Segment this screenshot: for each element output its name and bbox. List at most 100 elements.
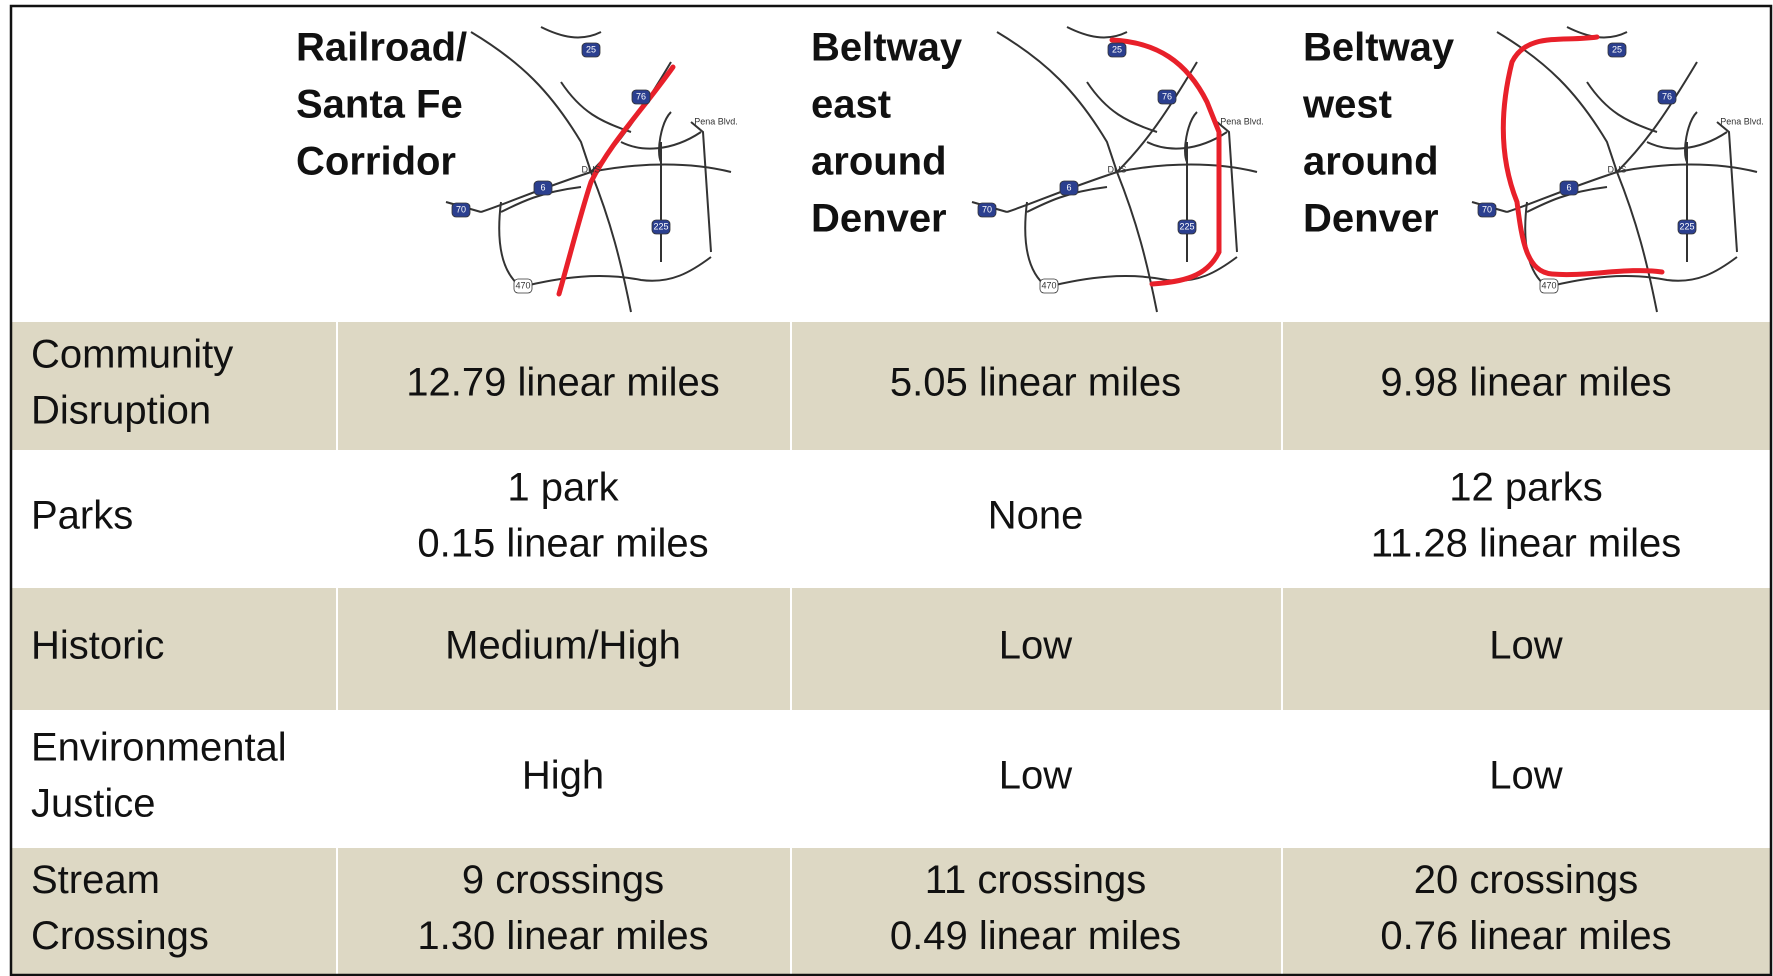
column-title: east <box>811 83 891 127</box>
column-title: west <box>1302 83 1392 127</box>
cell-text: 5.05 linear miles <box>890 361 1181 405</box>
road <box>540 26 602 39</box>
row-label: Stream <box>31 858 160 902</box>
cell-text: 11 crossings <box>925 858 1147 902</box>
road <box>498 201 522 288</box>
road <box>620 131 702 150</box>
map-label: 76 <box>1162 91 1172 101</box>
road <box>1526 186 1608 213</box>
map-label: 76 <box>636 91 646 101</box>
cell-background <box>1283 712 1771 846</box>
map-label: 225 <box>1679 221 1694 231</box>
cell-text: 12 parks <box>1449 466 1602 510</box>
cell-text: 1.30 linear miles <box>417 914 708 958</box>
map-label: 25 <box>1112 44 1122 54</box>
highway-shield <box>1477 202 1497 218</box>
column-title: Beltway <box>1303 26 1455 70</box>
cell-text: Medium/High <box>445 624 681 668</box>
road <box>1546 256 1738 288</box>
highway-shield <box>631 89 651 105</box>
road <box>1506 163 1758 213</box>
cell-background <box>792 848 1281 975</box>
road <box>996 31 1118 173</box>
route-map: 25 76 Pena Blvd. DUS 70 6 225 470 <box>1471 26 1764 313</box>
cell-background <box>338 848 790 975</box>
highway-shield <box>451 202 471 218</box>
road <box>1116 61 1198 173</box>
cell-background <box>11 712 336 846</box>
cell-background <box>11 322 336 450</box>
column-title: around <box>1303 140 1439 184</box>
cell-background <box>1283 588 1771 710</box>
proposed-route <box>1109 37 1222 287</box>
row-label: Historic <box>31 624 164 668</box>
highway-shield <box>1677 219 1697 235</box>
road <box>1684 111 1698 163</box>
map-label: Pena Blvd. <box>1220 116 1264 126</box>
highway-shield <box>1157 89 1177 105</box>
road <box>520 256 712 288</box>
cell-text: Low <box>1489 624 1562 668</box>
column-title: Denver <box>1303 197 1439 241</box>
texts: Railroad/Santa Fe Corridor Beltway east arou… <box>31 26 1681 959</box>
route-map: 25 76 Pena Blvd. DUS 70 6 225 470 <box>971 26 1264 313</box>
cell-background <box>792 452 1281 586</box>
highway-shield <box>1607 42 1627 58</box>
road <box>470 31 592 173</box>
road <box>1616 171 1658 313</box>
road <box>1046 256 1238 288</box>
row-label: Community <box>31 333 233 377</box>
row-label: Parks <box>31 494 133 538</box>
map-label: 6 <box>1066 182 1071 192</box>
cell-background <box>792 322 1281 450</box>
cell-background <box>338 588 790 710</box>
highway-shield <box>1177 219 1197 235</box>
row-label: Justice <box>31 782 156 826</box>
row-label: Environmental <box>31 726 287 770</box>
highway-shield <box>513 278 533 294</box>
road <box>1086 81 1158 133</box>
road <box>1184 111 1198 163</box>
column-title: Santa Fe <box>296 83 463 127</box>
map-label: 6 <box>540 182 545 192</box>
road <box>1716 121 1738 253</box>
cell-text: 1 park <box>507 466 619 510</box>
highway-shield <box>533 180 553 196</box>
map-label: 225 <box>1179 221 1194 231</box>
road <box>690 121 712 253</box>
road <box>1496 31 1618 173</box>
cell-text: 0.15 linear miles <box>417 522 708 566</box>
column-title: Railroad/ <box>296 26 467 70</box>
highway-shield <box>1559 180 1579 196</box>
road <box>480 163 732 213</box>
map-label: 225 <box>653 221 668 231</box>
road <box>658 111 672 163</box>
road <box>500 186 582 213</box>
proposed-route <box>1500 34 1665 278</box>
cell-text: Low <box>999 754 1072 798</box>
maps: 25 76 Pena Blvd. DUS 70 6 225 470 25 76 Pena Blvd.… <box>445 26 1764 313</box>
table-border <box>9 4 1773 976</box>
route-map: 25 76 Pena Blvd. DUS 70 6 225 470 <box>445 26 738 313</box>
road <box>1116 171 1158 313</box>
row-label: Crossings <box>31 914 209 958</box>
cell-background <box>792 712 1281 846</box>
map-label: 470 <box>1041 280 1056 290</box>
map-label: 25 <box>586 44 596 54</box>
road <box>560 81 632 133</box>
highway-shield <box>1107 42 1127 58</box>
cell-text: High <box>522 754 604 798</box>
cell-text: 0.49 linear miles <box>890 914 1181 958</box>
cell-background <box>1283 848 1771 975</box>
road <box>1066 26 1128 39</box>
map-label: DUS <box>1607 164 1626 174</box>
cell-text: None <box>988 494 1084 538</box>
cell-text: 9.98 linear miles <box>1380 361 1671 405</box>
road <box>590 171 632 313</box>
row-label: Disruption <box>31 389 211 433</box>
cell-background <box>11 588 336 710</box>
cell-background <box>1283 452 1771 586</box>
highway-shield <box>1059 180 1079 196</box>
road <box>1586 81 1658 133</box>
